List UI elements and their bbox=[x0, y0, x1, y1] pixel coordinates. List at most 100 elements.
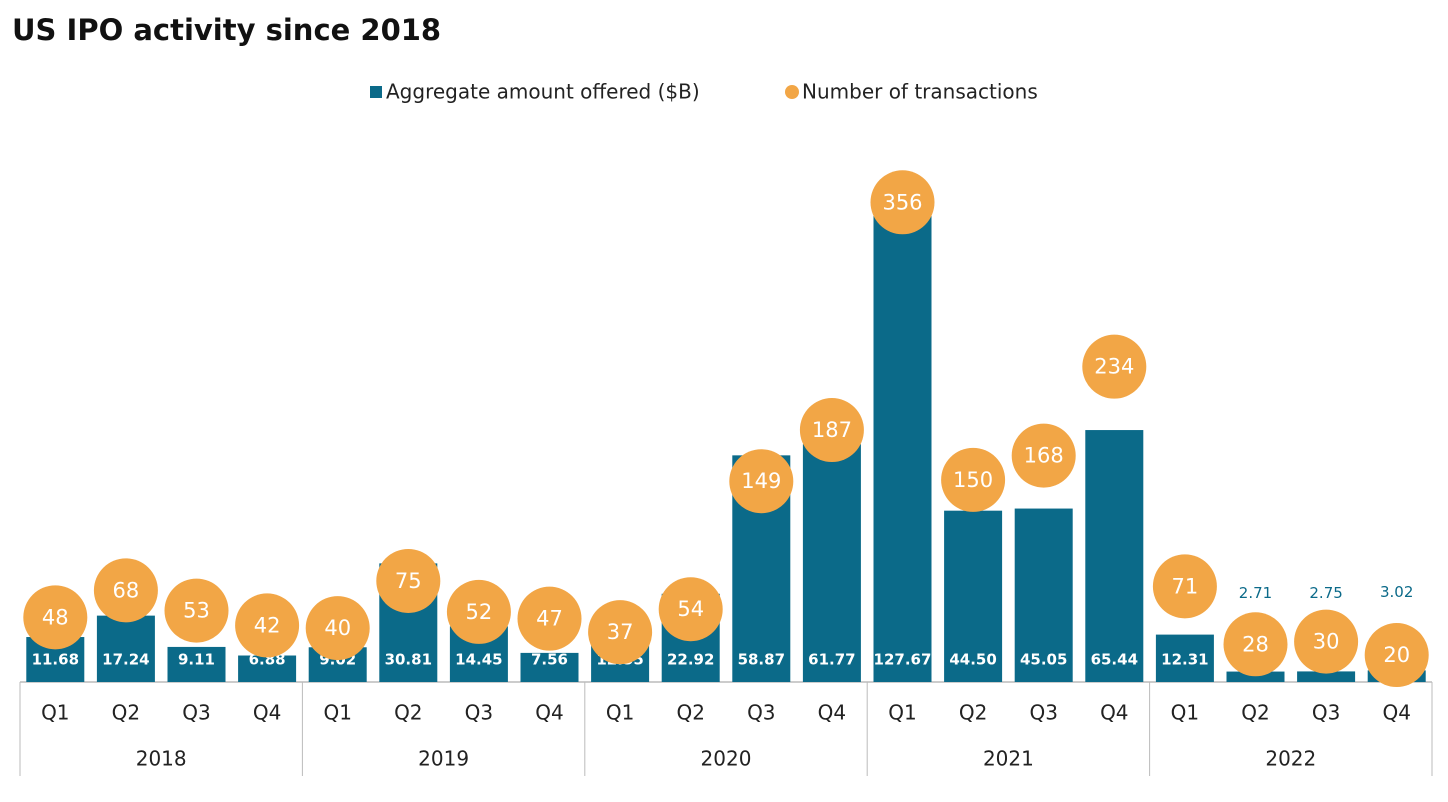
group-label: 2021 bbox=[983, 747, 1034, 771]
dot bbox=[517, 586, 582, 651]
dot-value-label: 234 bbox=[1094, 355, 1134, 379]
dot-value-label: 53 bbox=[183, 599, 210, 623]
dot bbox=[1152, 554, 1217, 619]
group-label: 2018 bbox=[136, 747, 187, 771]
bar-value-label: 7.56 bbox=[531, 651, 568, 669]
x-tick-label: Q4 bbox=[1100, 701, 1128, 725]
legend-swatch bbox=[785, 85, 799, 99]
bar-value-label: 65.44 bbox=[1091, 651, 1138, 669]
dot-value-label: 30 bbox=[1313, 630, 1340, 654]
dot-value-label: 42 bbox=[254, 613, 281, 637]
bar bbox=[1014, 508, 1073, 682]
bar-value-label: 9.11 bbox=[178, 651, 215, 669]
dot-value-label: 52 bbox=[466, 600, 493, 624]
group-label: 2022 bbox=[1265, 747, 1316, 771]
dot-value-label: 356 bbox=[882, 190, 922, 214]
dot-value-label: 20 bbox=[1383, 643, 1410, 667]
dot bbox=[23, 585, 88, 650]
bar-value-label: 61.77 bbox=[808, 651, 855, 669]
dot bbox=[729, 449, 794, 514]
dot bbox=[799, 398, 864, 463]
x-tick-label: Q3 bbox=[182, 701, 210, 725]
dot-value-label: 47 bbox=[536, 607, 563, 631]
x-tick-label: Q4 bbox=[818, 701, 846, 725]
dot bbox=[305, 596, 370, 661]
dot bbox=[588, 600, 653, 665]
dot bbox=[658, 577, 723, 642]
dot bbox=[235, 593, 300, 658]
bar-value-label: 30.81 bbox=[385, 651, 432, 669]
legend-swatch bbox=[370, 86, 382, 98]
dot-value-label: 168 bbox=[1024, 444, 1064, 468]
dot bbox=[870, 170, 935, 235]
x-tick-label: Q3 bbox=[1029, 701, 1057, 725]
bar bbox=[1226, 671, 1285, 682]
bar-value-label: 2.71 bbox=[1239, 584, 1272, 602]
bar-value-label: 12.31 bbox=[1161, 651, 1208, 669]
bar-value-label: 3.02 bbox=[1380, 583, 1413, 601]
bar bbox=[873, 190, 932, 682]
bar-value-label: 11.68 bbox=[32, 651, 79, 669]
dot bbox=[164, 578, 229, 643]
bar-value-label: 58.87 bbox=[738, 651, 785, 669]
bar bbox=[1085, 430, 1144, 682]
chart-title: US IPO activity since 2018 bbox=[12, 13, 441, 47]
x-tick-label: Q3 bbox=[465, 701, 493, 725]
dot-value-label: 187 bbox=[812, 418, 852, 442]
bar bbox=[96, 615, 155, 682]
legend-label: Aggregate amount offered ($B) bbox=[386, 80, 700, 104]
dot-value-label: 149 bbox=[741, 469, 781, 493]
bar-value-label: 45.05 bbox=[1020, 651, 1067, 669]
dot-value-label: 28 bbox=[1242, 632, 1269, 656]
dot-value-label: 48 bbox=[42, 605, 69, 629]
bar-value-label: 22.92 bbox=[667, 651, 714, 669]
dot bbox=[941, 447, 1006, 512]
bar bbox=[520, 652, 579, 682]
dot bbox=[93, 558, 158, 623]
x-tick-label: Q3 bbox=[747, 701, 775, 725]
x-tick-label: Q2 bbox=[676, 701, 704, 725]
x-tick-label: Q1 bbox=[888, 701, 916, 725]
bar-value-label: 44.50 bbox=[949, 651, 996, 669]
bar bbox=[802, 444, 861, 682]
dot bbox=[1364, 623, 1429, 688]
bar-value-label: 127.67 bbox=[874, 651, 932, 669]
legend-label: Number of transactions bbox=[802, 80, 1038, 104]
dot-value-label: 40 bbox=[324, 616, 351, 640]
dot-value-label: 150 bbox=[953, 468, 993, 492]
dot bbox=[1082, 334, 1147, 399]
dot bbox=[1011, 423, 1076, 488]
x-tick-label: Q1 bbox=[323, 701, 351, 725]
group-label: 2019 bbox=[418, 747, 469, 771]
x-tick-label: Q1 bbox=[41, 701, 69, 725]
x-tick-label: Q4 bbox=[1382, 701, 1410, 725]
x-tick-label: Q3 bbox=[1312, 701, 1340, 725]
x-tick-label: Q2 bbox=[112, 701, 140, 725]
dot bbox=[1223, 612, 1288, 677]
x-tick-label: Q1 bbox=[606, 701, 634, 725]
bar bbox=[944, 510, 1003, 682]
x-tick-label: Q4 bbox=[535, 701, 563, 725]
dot-value-label: 71 bbox=[1172, 574, 1199, 598]
dot-value-label: 54 bbox=[677, 597, 704, 621]
bar-value-label: 17.24 bbox=[102, 651, 149, 669]
dot-value-label: 68 bbox=[113, 578, 140, 602]
bar-value-label: 2.75 bbox=[1309, 584, 1342, 602]
dot bbox=[1294, 609, 1359, 674]
x-tick-label: Q2 bbox=[394, 701, 422, 725]
bar bbox=[1297, 671, 1356, 682]
x-tick-label: Q2 bbox=[959, 701, 987, 725]
bar bbox=[238, 655, 297, 682]
bar bbox=[167, 646, 226, 682]
dot bbox=[376, 548, 441, 613]
dot-value-label: 75 bbox=[395, 569, 422, 593]
x-tick-label: Q2 bbox=[1241, 701, 1269, 725]
dot-value-label: 37 bbox=[607, 620, 634, 644]
bar-value-label: 14.45 bbox=[455, 651, 502, 669]
dot bbox=[446, 579, 511, 644]
group-label: 2020 bbox=[701, 747, 752, 771]
x-tick-label: Q4 bbox=[253, 701, 281, 725]
bar bbox=[1155, 634, 1214, 682]
x-tick-label: Q1 bbox=[1171, 701, 1199, 725]
